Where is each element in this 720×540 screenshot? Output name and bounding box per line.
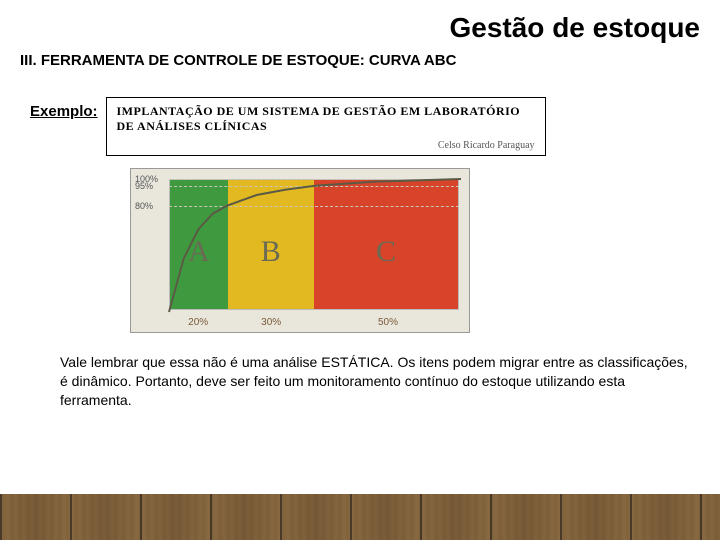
chart-xtick: 20% <box>188 317 208 328</box>
chart-ytick: 100% <box>135 174 158 184</box>
chart-ytick: 80% <box>135 201 153 211</box>
body-paragraph: Vale lembrar que essa não é uma análise … <box>60 353 690 410</box>
chart-xtick: 50% <box>378 317 398 328</box>
chart-curve <box>169 179 461 312</box>
example-row: Exemplo: IMPLANTAÇÃO DE UM SISTEMA DE GE… <box>30 97 720 156</box>
abc-chart: ABC80%95%100%20%30%50% <box>130 168 470 333</box>
example-box: IMPLANTAÇÃO DE UM SISTEMA DE GESTÃO EM L… <box>106 97 546 156</box>
example-box-author: Celso Ricardo Paraguay <box>117 140 535 151</box>
floor-decoration <box>0 494 720 540</box>
chart-xtick: 30% <box>261 317 281 328</box>
example-label: Exemplo: <box>30 103 98 120</box>
section-title: III. FERRAMENTA DE CONTROLE DE ESTOQUE: … <box>0 44 720 69</box>
page-title: Gestão de estoque <box>0 0 720 44</box>
example-box-title: IMPLANTAÇÃO DE UM SISTEMA DE GESTÃO EM L… <box>117 104 535 134</box>
